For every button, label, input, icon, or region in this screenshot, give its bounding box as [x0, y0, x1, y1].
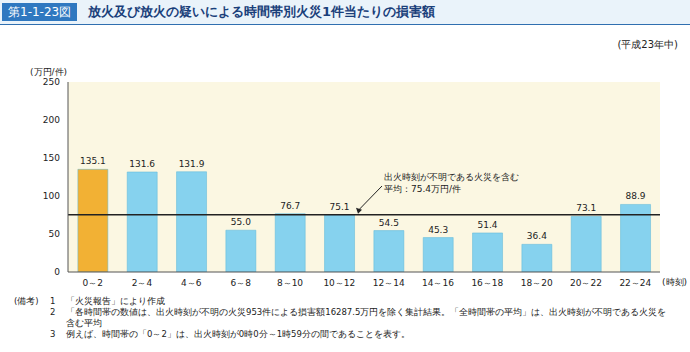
svg-text:18～20: 18～20	[521, 278, 553, 288]
svg-text:2～4: 2～4	[132, 278, 153, 288]
html-text:第1-1-23図: 第1-1-23図	[8, 5, 72, 19]
html-text:「火災報告」により作成: 「火災報告」により作成	[66, 296, 165, 306]
html-text:放火及び放火の疑いによる時間帯別火災1件当たりの損害額: 放火及び放火の疑いによる時間帯別火災1件当たりの損害額	[88, 4, 435, 19]
html-text:1: 1	[50, 296, 56, 306]
html-text:(時刻): (時刻)	[662, 277, 687, 287]
svg-text:16～18: 16～18	[471, 278, 503, 288]
svg-text:150: 150	[43, 153, 60, 163]
svg-text:73.1: 73.1	[576, 203, 596, 213]
svg-text:0～2: 0～2	[82, 278, 102, 288]
svg-text:20～22: 20～22	[570, 278, 602, 288]
svg-text:4～6: 4～6	[181, 278, 202, 288]
html-text:出火時刻が不明である火災を含む: 出火時刻が不明である火災を含む	[384, 172, 519, 182]
html-text:(平成23年中): (平成23年中)	[617, 39, 678, 50]
svg-text:75.1: 75.1	[330, 202, 350, 212]
svg-text:88.9: 88.9	[626, 191, 646, 201]
svg-text:131.9: 131.9	[179, 159, 205, 169]
svg-text:22～24: 22～24	[619, 278, 651, 288]
html-text:(備考): (備考)	[14, 296, 39, 306]
svg-text:51.4: 51.4	[478, 220, 498, 230]
svg-text:55.0: 55.0	[231, 217, 251, 227]
html-text:「各時間帯の数値は、出火時刻が不明の火災953件による損害額: 「各時間帯の数値は、出火時刻が不明の火災953件による損害額16287.5万円を…	[66, 307, 667, 328]
html-text:3: 3	[50, 329, 56, 339]
svg-text:12～14: 12～14	[373, 278, 405, 288]
svg-text:135.1: 135.1	[80, 156, 106, 166]
svg-text:10～12: 10～12	[323, 278, 355, 288]
svg-text:131.6: 131.6	[129, 159, 155, 169]
svg-text:36.4: 36.4	[527, 231, 547, 241]
svg-text:100: 100	[43, 191, 60, 201]
html-text:2: 2	[50, 307, 56, 317]
svg-text:45.3: 45.3	[428, 225, 448, 235]
svg-text:8～10: 8～10	[277, 278, 303, 288]
svg-text:200: 200	[43, 115, 60, 125]
svg-text:50: 50	[49, 229, 61, 239]
svg-text:76.7: 76.7	[280, 201, 300, 211]
svg-text:6～8: 6～8	[230, 278, 251, 288]
svg-text:250: 250	[43, 77, 60, 87]
html-text:平均：75.4万円/件: 平均：75.4万円/件	[384, 184, 462, 194]
svg-text:0: 0	[54, 267, 60, 277]
svg-text:14～16: 14～16	[422, 278, 454, 288]
svg-text:54.5: 54.5	[379, 218, 399, 228]
html-text:(万円/件): (万円/件)	[30, 67, 68, 77]
html-text:例えば、時間帯の「0～2」は、出火時刻が0時0分～1時59分: 例えば、時間帯の「0～2」は、出火時刻が0時0分～1時59分の間であることを表す…	[66, 329, 410, 339]
